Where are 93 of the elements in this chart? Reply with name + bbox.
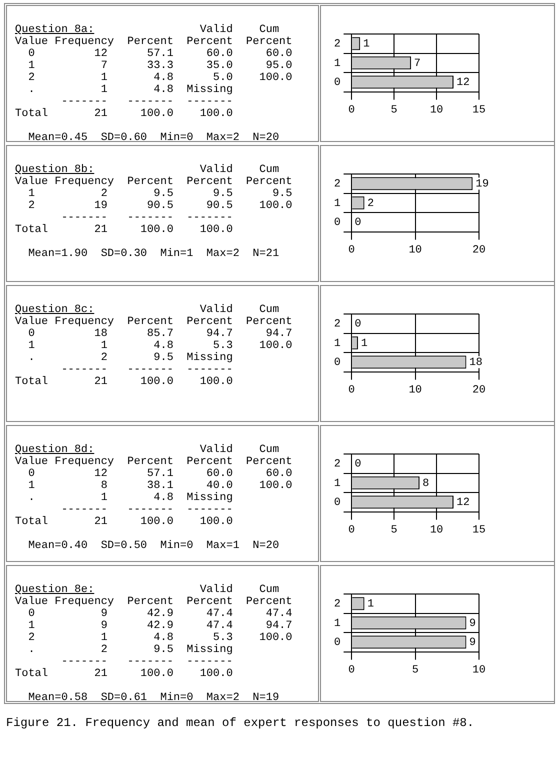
data-label: 1 — [367, 598, 374, 611]
y-tick-label: 1 — [334, 618, 341, 630]
text: Value Frequency Percent Percent Percent — [15, 596, 294, 608]
x-tick-label: 15 — [472, 104, 486, 116]
text: Total 21 100.0 100.0 — [15, 108, 234, 120]
text: . 1 4.8 Missing — [27, 84, 234, 96]
y-tick-label: 2 — [334, 458, 341, 471]
text: ------- ------- ------- — [60, 96, 234, 108]
x-tick-label: 10 — [408, 384, 422, 396]
x-tick-label: 5 — [390, 524, 398, 536]
x-tick-label: 0 — [348, 524, 355, 536]
text: Value Frequency Percent Percent Percent — [15, 176, 294, 188]
text: Value Frequency Percent Percent Percent — [15, 36, 294, 48]
x-tick-label: 10 — [472, 664, 486, 676]
x-tick-label: 10 — [408, 244, 422, 256]
text: 0 12 57.1 60.0 60.0 — [27, 468, 294, 480]
text: Valid Cum — [198, 164, 280, 176]
text: Value Frequency Percent Percent Percent — [15, 456, 294, 468]
text: 1 2 9.5 9.5 9.5 — [27, 188, 294, 200]
text: Mean=1.90 SD=0.30 Min=1 Max=2 N=21 — [27, 248, 280, 260]
data-label: 0 — [354, 458, 362, 471]
y-tick-label: 1 — [334, 198, 341, 210]
text: Mean=0.58 SD=0.61 Min=0 Max=2 N=19 — [27, 692, 280, 703]
data-label: 18 — [469, 357, 482, 370]
y-tick-label: 1 — [334, 478, 341, 490]
data-label: 12 — [456, 497, 470, 510]
text: Total 21 100.0 100.0 — [15, 516, 234, 528]
x-tick-label: 5 — [412, 664, 419, 676]
text: ------- ------- ------- — [60, 212, 234, 224]
text: 2 1 4.8 5.3 100.0 — [27, 632, 294, 644]
data-label: 1 — [360, 338, 368, 350]
data-label: 0 — [354, 217, 362, 230]
text: ------- ------- ------- — [60, 656, 234, 668]
text: . 2 9.5 Missing — [27, 352, 234, 364]
y-tick-label: 0 — [334, 217, 341, 230]
x-tick-label: 20 — [472, 384, 486, 396]
text: Mean=0.45 SD=0.60 Min=0 Max=2 N=20 — [27, 132, 280, 143]
text: Question 8a: — [15, 24, 94, 36]
text: . 1 4.8 Missing — [27, 492, 234, 504]
text: 1 7 33.3 35.0 95.0 — [27, 60, 294, 72]
y-tick-label: 2 — [334, 598, 341, 611]
data-label: 9 — [469, 618, 476, 630]
y-tick-label: 2 — [334, 38, 341, 51]
data-label: 9 — [469, 637, 476, 650]
text: Question 8d: — [15, 444, 94, 456]
y-tick-label: 0 — [334, 357, 341, 370]
y-tick-label: 0 — [334, 77, 341, 90]
text: Question 8e: — [15, 584, 94, 596]
x-tick-label: 0 — [348, 244, 355, 256]
text: Question 8c: — [15, 304, 94, 316]
y-tick-label: 2 — [334, 178, 341, 191]
caption: Figure 21. Frequency and mean of expert responses to question #8. — [6, 716, 476, 730]
text: 1 8 38.1 40.0 100.0 — [27, 480, 294, 492]
y-tick-label: 1 — [334, 338, 341, 350]
x-tick-label: 0 — [348, 664, 355, 676]
y-tick-label: 1 — [334, 58, 341, 70]
data-label: 2 — [367, 198, 374, 210]
data-label: 8 — [422, 478, 430, 490]
text: 2 19 90.5 90.5 100.0 — [27, 200, 294, 212]
text: . 2 9.5 Missing — [27, 644, 234, 656]
x-tick-label: 10 — [430, 524, 444, 536]
y-tick-label: 2 — [334, 318, 341, 331]
text: 1 1 4.8 5.3 100.0 — [27, 340, 294, 352]
text: 1 9 42.9 47.4 94.7 — [27, 620, 294, 632]
data-label: 19 — [476, 178, 489, 191]
text: Valid Cum — [198, 444, 280, 456]
text: Valid Cum — [198, 304, 280, 316]
x-tick-label: 0 — [348, 384, 355, 396]
x-tick-label: 5 — [390, 104, 398, 116]
text: Mean=0.40 SD=0.50 Min=0 Max=1 N=20 — [27, 540, 280, 552]
y-tick-label: 0 — [334, 497, 341, 510]
data-label: 1 — [363, 38, 370, 51]
text: Total 21 100.0 100.0 — [15, 224, 234, 236]
text: Valid Cum — [198, 24, 280, 36]
text: Question 8b: — [15, 164, 94, 176]
text: Value Frequency Percent Percent Percent — [15, 316, 294, 328]
text: Total 21 100.0 100.0 — [15, 376, 234, 388]
text: Total 21 100.0 100.0 — [15, 668, 234, 680]
text: ------- ------- ------- — [60, 364, 234, 376]
x-tick-label: 10 — [430, 104, 444, 116]
text: 0 18 85.7 94.7 94.7 — [27, 328, 294, 340]
x-tick-label: 15 — [472, 524, 486, 536]
data-label: 0 — [354, 318, 362, 331]
text: 2 1 4.8 5.0 100.0 — [27, 72, 294, 84]
text: 0 12 57.1 60.0 60.0 — [27, 48, 294, 60]
data-label: 12 — [456, 77, 470, 90]
y-tick-label: 0 — [334, 637, 341, 650]
x-tick-label: 20 — [472, 244, 486, 256]
text: 0 9 42.9 47.4 47.4 — [27, 608, 294, 620]
x-tick-label: 0 — [348, 104, 355, 116]
text: Valid Cum — [198, 584, 280, 596]
data-label: 7 — [414, 58, 421, 70]
text: ------- ------- ------- — [60, 504, 234, 516]
